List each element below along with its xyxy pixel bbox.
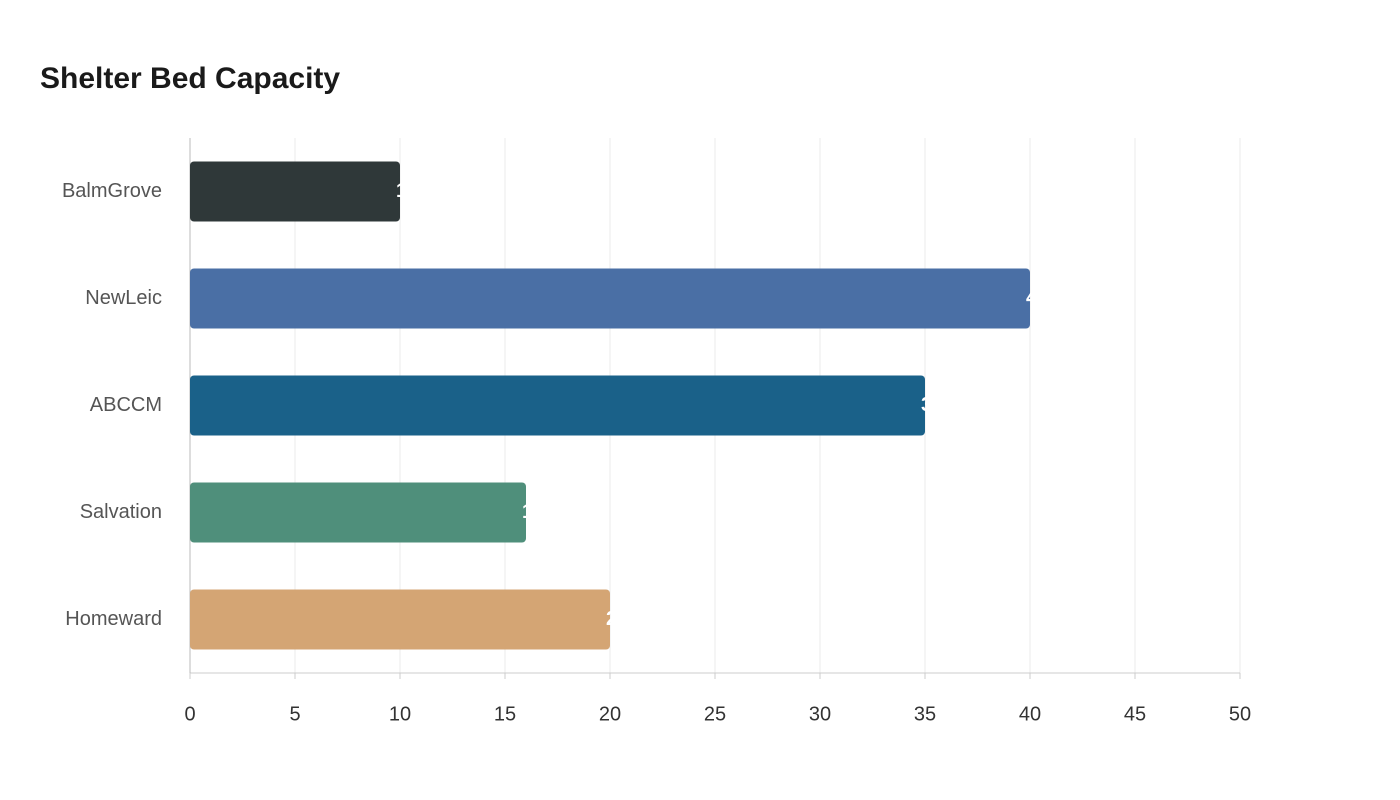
bar <box>190 161 400 222</box>
value-label: 20 <box>606 608 628 630</box>
y-tick-label: NewLeic <box>85 287 162 309</box>
bar <box>190 589 610 650</box>
value-label: 40 <box>1026 287 1048 309</box>
y-tick-label: Homeward <box>65 608 162 630</box>
y-tick-label: BalmGrove <box>62 180 162 202</box>
x-tick-label: 15 <box>494 703 516 725</box>
chart-title: Shelter Bed Capacity <box>40 62 340 95</box>
x-tick-label: 45 <box>1124 703 1146 725</box>
x-tick-label: 50 <box>1229 703 1251 725</box>
y-tick-label: ABCCM <box>90 394 162 416</box>
x-tick-label: 40 <box>1019 703 1041 725</box>
x-tick-label: 0 <box>184 703 195 725</box>
x-tick-label: 5 <box>289 703 300 725</box>
x-tick-label: 35 <box>914 703 936 725</box>
x-tick-label: 20 <box>599 703 621 725</box>
bar <box>190 375 925 436</box>
value-label: 10 <box>396 180 418 202</box>
bar <box>190 268 1030 329</box>
value-label: 16 <box>522 501 544 523</box>
x-tick-label: 30 <box>809 703 831 725</box>
x-tick-label: 25 <box>704 703 726 725</box>
value-label: 35 <box>921 394 943 416</box>
y-tick-label: Salvation <box>80 501 162 523</box>
x-tick-label: 10 <box>389 703 411 725</box>
bar <box>190 482 526 543</box>
